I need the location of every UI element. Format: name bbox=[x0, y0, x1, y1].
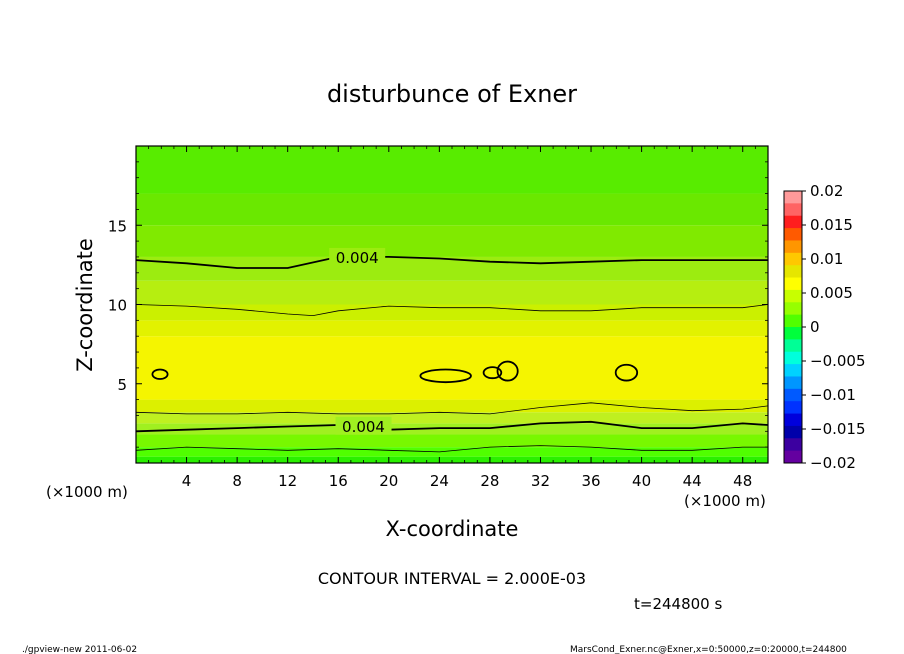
closed-contour-1 bbox=[419, 368, 472, 384]
contour-band-12 bbox=[136, 193, 768, 226]
colorbar-swatch-9 bbox=[784, 302, 802, 316]
colorbar bbox=[783, 190, 803, 464]
contour-label-group: 0.004 0.004 bbox=[329, 247, 392, 436]
contour-band-5 bbox=[136, 399, 768, 413]
x-tick-label-7: 32 bbox=[531, 472, 550, 490]
x-tick-label-0: 4 bbox=[182, 472, 192, 490]
x-axis-unit: (×1000 m) bbox=[46, 483, 128, 501]
colorbar-swatch-3 bbox=[784, 228, 802, 241]
contour-label-bg-0 bbox=[329, 247, 386, 266]
x-tick-label-9: 40 bbox=[632, 472, 651, 490]
closed-contour-2 bbox=[482, 366, 503, 380]
colorbar-swatch-21 bbox=[784, 450, 802, 464]
colorbar-swatch-15 bbox=[784, 376, 802, 390]
colorbar-swatch-12 bbox=[784, 339, 802, 353]
colorbar-swatch-17 bbox=[784, 401, 802, 414]
contour-band-4 bbox=[136, 412, 768, 424]
contour-band-8 bbox=[136, 304, 768, 321]
colorbar-swatch-1 bbox=[784, 203, 802, 217]
colorbar-swatch-6 bbox=[784, 265, 802, 278]
x-tick-label-8: 36 bbox=[581, 472, 600, 490]
x-tick-label-4: 20 bbox=[379, 472, 398, 490]
colorbar-ticks: 0.02 0.015 0.01 0.005 0 −0.005 −0.01 −0.015 −0.0… bbox=[802, 182, 866, 472]
x-tick-label-11: 48 bbox=[733, 472, 752, 490]
contour-lines bbox=[135, 255, 769, 453]
y-axis-label: Z-coordinate bbox=[73, 238, 97, 372]
footer-left: ./gpview-new 2011-06-02 bbox=[22, 645, 137, 654]
contour-line-1 bbox=[135, 304, 769, 317]
closed-contour-4 bbox=[614, 363, 639, 382]
colorbar-tick-label-4: 0 bbox=[810, 318, 820, 336]
contour-label-0: 0.004 bbox=[336, 249, 379, 267]
y-tick-label-1: 10 bbox=[108, 297, 127, 315]
colorbar-swatch-7 bbox=[784, 277, 802, 291]
colorbar-swatch-2 bbox=[784, 215, 802, 229]
x-axis-label: X-coordinate bbox=[386, 517, 519, 541]
x-tick-label-10: 44 bbox=[683, 472, 702, 490]
colorbar-swatch-5 bbox=[784, 252, 802, 266]
x-axis: 4 8 12 16 20 24 28 32 36 40 44 48 bbox=[148, 146, 756, 490]
y-tick-label-2: 15 bbox=[108, 217, 127, 235]
colorbar-swatch-0 bbox=[784, 191, 802, 204]
contour-band-13 bbox=[136, 146, 768, 194]
colorbar-swatch-4 bbox=[784, 240, 802, 254]
colorbar-swatch-19 bbox=[784, 425, 802, 439]
contour-band-6 bbox=[136, 336, 768, 400]
x-tick-label-6: 28 bbox=[480, 472, 499, 490]
contour-line-2 bbox=[135, 402, 769, 415]
closed-contour-3 bbox=[496, 360, 519, 382]
contour-line-4 bbox=[135, 445, 768, 453]
colorbar-swatch-10 bbox=[784, 314, 802, 328]
footer-right: MarsCond_Exner.nc@Exner,x=0:50000,z=0:20… bbox=[570, 645, 847, 654]
colorbar-swatch-14 bbox=[784, 364, 802, 377]
y-tick-label-0: 5 bbox=[117, 376, 127, 394]
contour-interval-note: CONTOUR INTERVAL = 2.000E-03 bbox=[318, 569, 586, 588]
colorbar-tick-label-1: 0.015 bbox=[810, 216, 853, 234]
contour-band-9 bbox=[136, 280, 768, 305]
colorbar-tick-label-6: −0.01 bbox=[810, 386, 856, 404]
x-tick-label-1: 8 bbox=[232, 472, 242, 490]
contour-label-bg-1 bbox=[335, 416, 392, 435]
contour-band-1 bbox=[136, 447, 768, 457]
x-tick-label-2: 12 bbox=[278, 472, 297, 490]
contour-line-3 bbox=[135, 420, 769, 433]
colorbar-swatch-18 bbox=[784, 413, 802, 427]
colorbar-tick-label-8: −0.02 bbox=[810, 454, 856, 472]
contour-line-0 bbox=[135, 255, 768, 269]
plot-area bbox=[136, 146, 768, 463]
colorbar-tick-label-0: 0.02 bbox=[810, 182, 843, 200]
y-axis-unit: (×1000 m) bbox=[684, 492, 766, 510]
contour-band-10 bbox=[136, 256, 768, 281]
contour-band-0 bbox=[136, 456, 768, 463]
colorbar-swatch-20 bbox=[784, 438, 802, 452]
x-tick-label-5: 24 bbox=[430, 472, 449, 490]
x-tick-label-3: 16 bbox=[329, 472, 348, 490]
colorbar-swatch-11 bbox=[784, 327, 802, 340]
colorbar-swatch-16 bbox=[784, 388, 802, 402]
colorbar-swatch-8 bbox=[784, 289, 802, 303]
colorbar-tick-label-2: 0.01 bbox=[810, 250, 843, 268]
colorbar-swatch-13 bbox=[784, 351, 802, 365]
contour-band-7 bbox=[136, 320, 768, 337]
y-axis: 5 10 15 bbox=[108, 161, 768, 448]
contour-label-1: 0.004 bbox=[342, 418, 385, 436]
time-note: t=244800 s bbox=[634, 595, 722, 613]
contour-band-2 bbox=[136, 434, 768, 448]
colorbar-tick-label-3: 0.005 bbox=[810, 284, 853, 302]
colorbar-tick-label-5: −0.005 bbox=[810, 352, 866, 370]
colorbar-tick-label-7: −0.015 bbox=[810, 420, 866, 438]
chart-title: disturbunce of Exner bbox=[327, 80, 577, 108]
contour-band-11 bbox=[136, 225, 768, 257]
closed-contour-0 bbox=[151, 368, 169, 380]
